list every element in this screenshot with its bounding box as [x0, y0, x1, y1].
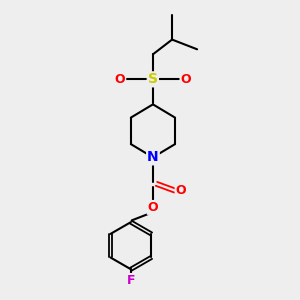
Text: O: O: [115, 73, 125, 86]
Text: O: O: [176, 184, 186, 197]
Text: F: F: [127, 274, 135, 287]
Text: N: N: [147, 150, 159, 164]
Text: O: O: [148, 201, 158, 214]
Text: S: S: [148, 72, 158, 86]
Text: O: O: [181, 73, 191, 86]
